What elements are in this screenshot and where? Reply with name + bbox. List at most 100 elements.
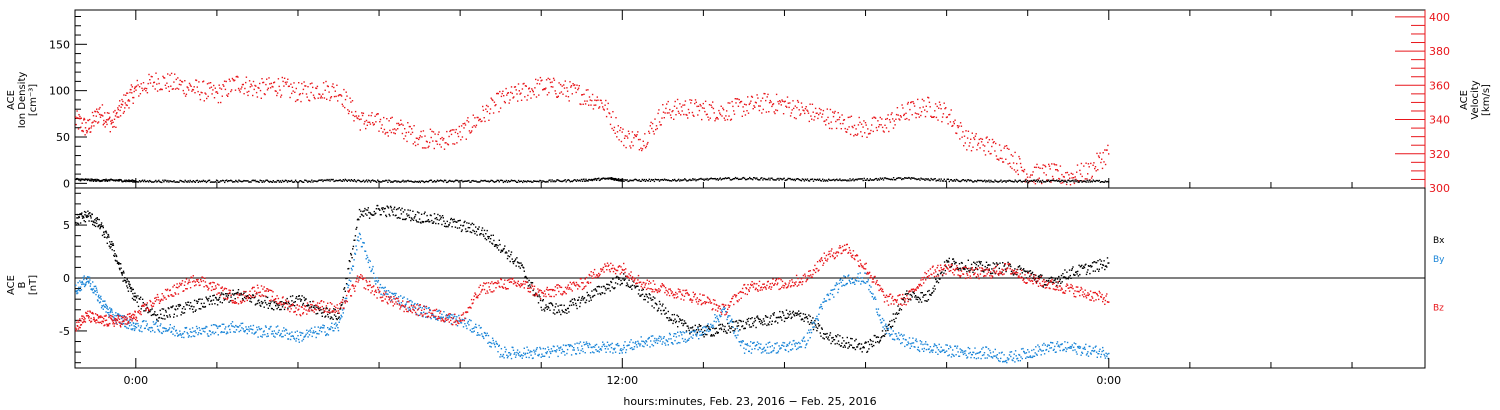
data-point: [245, 328, 248, 330]
data-point: [202, 81, 204, 83]
data-point: [787, 316, 790, 318]
data-point: [762, 318, 765, 320]
data-point: [432, 314, 434, 316]
data-point: [329, 99, 331, 102]
data-point: [395, 292, 397, 295]
data-point: [948, 261, 950, 263]
data-point: [373, 277, 375, 279]
data-point: [157, 180, 159, 183]
data-point: [575, 353, 578, 355]
data-point: [93, 178, 96, 181]
data-point: [762, 108, 764, 111]
data-point: [719, 177, 721, 179]
data-point: [118, 267, 121, 270]
data-point: [114, 253, 116, 255]
data-point: [510, 86, 513, 88]
data-point: [581, 180, 584, 182]
data-point: [979, 263, 982, 265]
data-point: [160, 317, 163, 319]
data-point: [172, 333, 174, 335]
data-point: [624, 135, 626, 137]
data-point: [960, 125, 963, 127]
data-point: [914, 112, 917, 114]
data-point: [859, 121, 861, 124]
data-point: [799, 179, 802, 181]
data-point: [333, 308, 335, 310]
data-point: [370, 179, 373, 182]
data-point: [149, 82, 152, 84]
data-point: [761, 177, 763, 179]
data-point: [398, 216, 400, 219]
data-point: [173, 81, 175, 83]
data-point: [853, 180, 855, 182]
data-point: [117, 313, 119, 315]
data-point: [810, 178, 813, 181]
data-point: [672, 322, 674, 325]
data-point: [291, 335, 294, 337]
data-point: [114, 314, 116, 317]
data-point: [891, 319, 893, 322]
data-point: [146, 92, 149, 94]
data-point: [795, 312, 797, 315]
data-point: [839, 122, 842, 125]
data-point: [1000, 149, 1002, 152]
data-point: [430, 179, 433, 181]
data-point: [90, 178, 92, 180]
data-point: [260, 300, 263, 303]
data-point: [333, 86, 335, 89]
data-point: [141, 320, 144, 323]
data-point: [1047, 179, 1049, 182]
data-point: [547, 181, 549, 183]
data-point: [785, 105, 787, 107]
data-point: [127, 99, 130, 101]
data-point: [579, 305, 581, 308]
data-point: [373, 214, 375, 216]
data-point: [468, 319, 471, 321]
data-point: [871, 117, 874, 119]
data-point: [203, 100, 205, 102]
data-point: [910, 101, 912, 104]
data-point: [647, 301, 649, 303]
data-point: [312, 181, 314, 183]
data-point: [577, 299, 580, 301]
data-point: [191, 331, 193, 333]
data-point: [289, 180, 292, 182]
data-point: [418, 138, 420, 141]
data-point: [228, 78, 230, 80]
data-point: [268, 181, 270, 183]
data-point: [785, 179, 787, 181]
data-point: [770, 177, 772, 179]
data-point: [750, 326, 753, 328]
data-point: [891, 179, 894, 181]
data-point: [817, 323, 819, 325]
data-point: [516, 261, 519, 263]
data-point: [611, 177, 613, 179]
data-point: [688, 112, 690, 114]
data-point: [676, 314, 678, 316]
data-point: [181, 180, 183, 183]
data-point: [135, 295, 137, 297]
data-point: [353, 179, 356, 181]
data-point: [916, 296, 918, 298]
data-point: [335, 95, 337, 98]
data-point: [378, 180, 380, 182]
data-point: [134, 328, 136, 330]
data-point: [225, 80, 227, 83]
data-point: [305, 179, 307, 182]
data-point: [1047, 180, 1049, 182]
data-point: [239, 324, 241, 327]
data-point: [367, 261, 369, 264]
data-point: [812, 180, 815, 182]
data-point: [500, 353, 502, 356]
data-point: [510, 253, 512, 256]
data-point: [990, 152, 992, 155]
data-point: [407, 209, 409, 211]
data-point: [539, 296, 541, 298]
data-point: [629, 145, 631, 147]
data-point: [562, 344, 565, 346]
data-point: [167, 73, 169, 75]
data-point: [651, 305, 653, 307]
data-point: [224, 328, 226, 330]
data-point: [209, 295, 211, 298]
data-point: [285, 179, 288, 182]
